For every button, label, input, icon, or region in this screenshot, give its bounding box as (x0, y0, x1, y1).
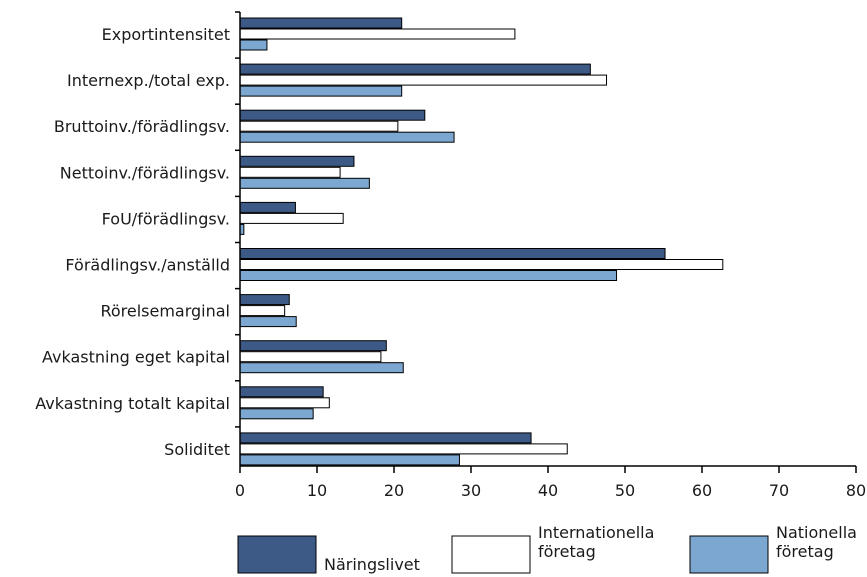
bar-1-4 (239, 155, 355, 167)
bar-3-8 (239, 362, 404, 374)
bar-3-4 (239, 177, 370, 189)
x-tick-label: 20 (384, 481, 404, 500)
bar-1-7 (239, 294, 290, 306)
bar-3-7 (239, 316, 297, 328)
bar-2-6 (239, 259, 724, 270)
bar-3-2 (239, 85, 403, 97)
x-tick-label: 0 (235, 481, 245, 500)
bar-1-6 (239, 248, 666, 259)
bar-2-10 (239, 443, 568, 455)
legend: Näringslivet Internationella företag Nation… (237, 523, 857, 574)
category-label: Avkastning totalt kapital (35, 394, 230, 413)
bar-2-7 (239, 305, 286, 317)
bar-1-5 (239, 201, 296, 213)
x-tick-label: 70 (769, 481, 789, 500)
bar-3-6 (239, 270, 618, 281)
category-label: Rörelsemarginal (100, 302, 230, 321)
category-labels: Exportintensitet Internexp./total exp. Bru… (35, 25, 230, 459)
bars-group (239, 17, 724, 466)
bar-1-2 (239, 63, 591, 75)
legend-label-1: Näringslivet (324, 555, 420, 574)
x-tick-label: 40 (538, 481, 558, 500)
bar-3-10 (239, 454, 460, 466)
x-tick-label: 10 (307, 481, 327, 500)
category-label: Förädlingsv./anställd (65, 256, 230, 275)
bar-2-5 (239, 212, 344, 224)
bar-3-3 (239, 131, 455, 143)
legend-label-2: Internationella företag (538, 523, 654, 561)
legend-swatch-3 (689, 535, 769, 574)
category-label: Internexp./total exp. (67, 71, 230, 90)
legend-swatch-1 (237, 535, 317, 574)
legend-swatch-2 (451, 535, 531, 574)
bar-1-9 (239, 386, 324, 398)
bar-2-2 (239, 74, 608, 86)
bar-1-8 (239, 340, 387, 352)
x-tick-label: 30 (461, 481, 481, 500)
x-ticks: 0 10 20 30 40 50 60 70 80 (235, 466, 866, 500)
bar-1-10 (239, 432, 532, 444)
bar-2-3 (239, 120, 399, 132)
category-label: FoU/förädlingsv. (102, 209, 230, 228)
bar-2-1 (239, 28, 516, 40)
legend-label-3: Nationella företag (776, 523, 857, 561)
bar-1-1 (239, 17, 403, 29)
bar-3-9 (239, 408, 314, 420)
category-label: Bruttoinv./förädlingsv. (54, 117, 230, 136)
category-label: Avkastning eget kapital (42, 348, 230, 367)
x-tick-label: 50 (615, 481, 635, 500)
category-label: Soliditet (164, 440, 230, 459)
bar-2-8 (239, 351, 382, 363)
x-tick-label: 60 (692, 481, 712, 500)
x-tick-label: 80 (846, 481, 866, 500)
bar-2-4 (239, 166, 341, 178)
bar-2-9 (239, 397, 330, 409)
bar-3-1 (239, 39, 268, 51)
bar-1-3 (239, 109, 426, 121)
category-label: Nettoinv./förädlingsv. (60, 163, 230, 182)
category-label: Exportintensitet (102, 25, 230, 44)
